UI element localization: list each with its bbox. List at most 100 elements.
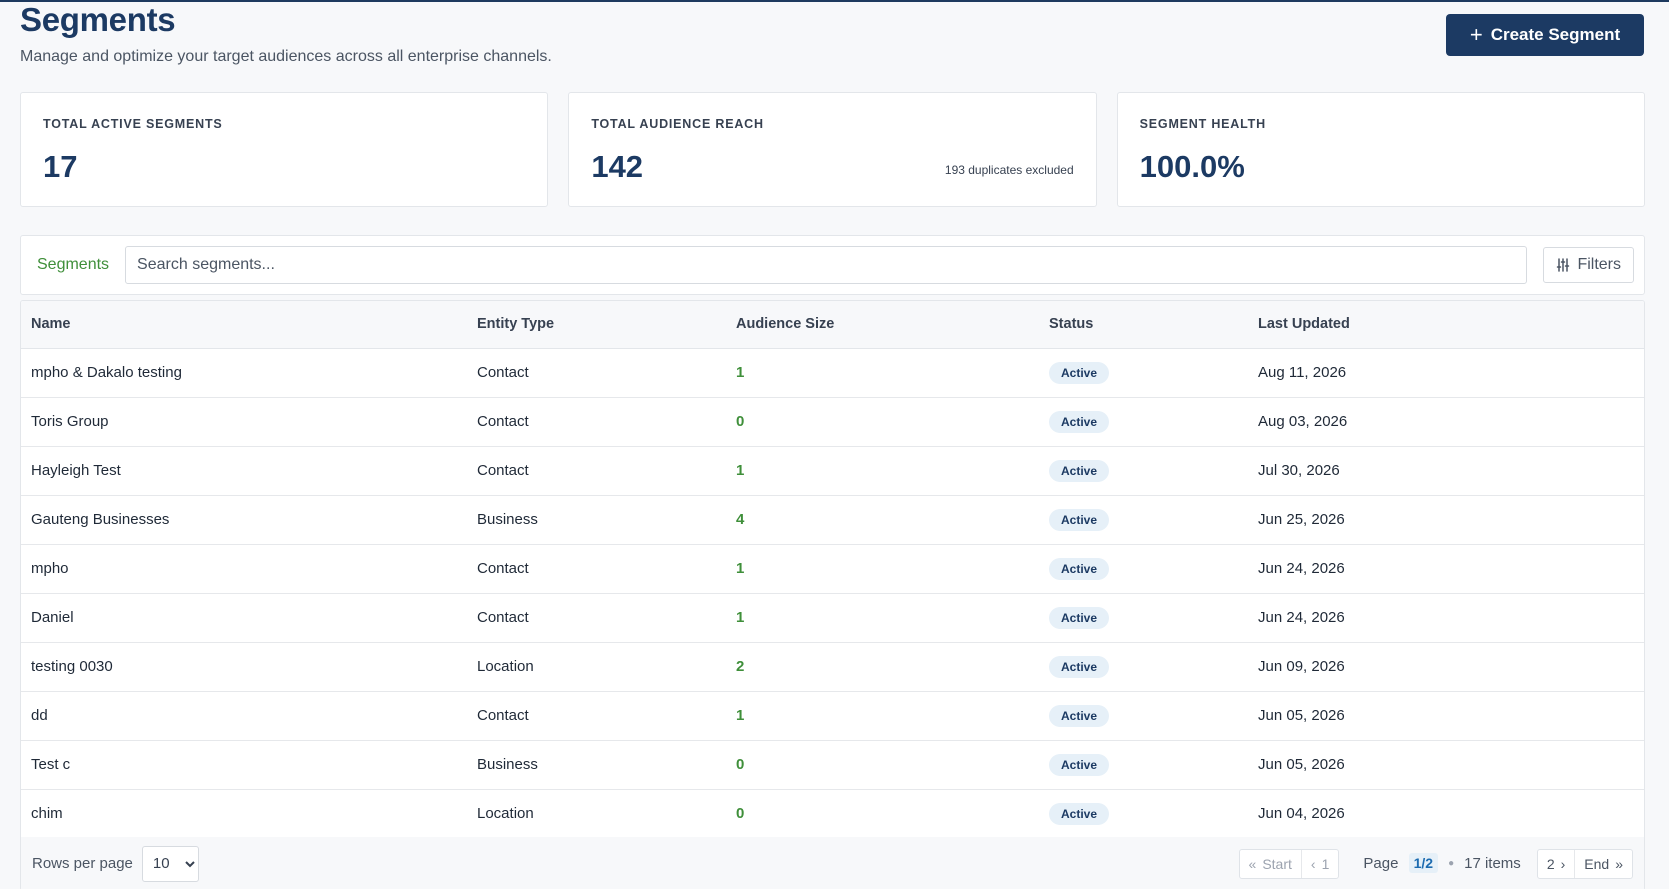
stat-label: TOTAL ACTIVE SEGMENTS <box>43 117 223 131</box>
status-badge: Active <box>1049 459 1110 482</box>
cell-name: mpho <box>21 544 467 594</box>
cell-audience-size: 1 <box>726 593 1039 643</box>
stat-card-active-segments: TOTAL ACTIVE SEGMENTS 17 <box>20 92 549 207</box>
next-page-button[interactable]: 2 › <box>1538 850 1574 878</box>
cell-name: chim <box>21 789 467 839</box>
cell-last-updated: Jun 04, 2026 <box>1248 789 1644 839</box>
column-header-last-updated[interactable]: Last Updated <box>1248 301 1644 349</box>
status-badge: Active <box>1049 508 1110 531</box>
cell-last-updated: Jun 25, 2026 <box>1248 495 1644 545</box>
status-badge: Active <box>1049 753 1110 776</box>
cell-name: Daniel <box>21 593 467 643</box>
cell-name: mpho & Dakalo testing <box>21 348 467 398</box>
rows-per-page-label: Rows per page <box>32 855 133 872</box>
cell-last-updated: Jun 09, 2026 <box>1248 642 1644 692</box>
filters-button[interactable]: Filters <box>1543 247 1634 283</box>
cell-entity-type: Contact <box>467 544 726 594</box>
cell-last-updated: Aug 11, 2026 <box>1248 348 1644 398</box>
previous-page-number: 1 <box>1321 855 1330 872</box>
cell-audience-size: 0 <box>726 789 1039 839</box>
chevron-left-icon: ‹ <box>1310 855 1316 872</box>
stat-label: SEGMENT HEALTH <box>1139 117 1266 131</box>
duplicates-note: 193 duplicates excluded <box>944 163 1074 177</box>
cell-status: Active <box>1039 495 1248 545</box>
cell-entity-type: Contact <box>467 397 726 447</box>
table-row[interactable]: chim Location 0 Active Jun 04, 2026 <box>21 789 1644 839</box>
double-chevron-left-icon: « <box>1248 855 1257 872</box>
table-header-row: Name Entity Type Audience Size Status La… <box>21 301 1644 349</box>
cell-last-updated: Jun 24, 2026 <box>1248 544 1644 594</box>
table-row[interactable]: Daniel Contact 1 Active Jun 24, 2026 <box>21 593 1644 643</box>
cell-status: Active <box>1039 642 1248 692</box>
cell-entity-type: Contact <box>467 691 726 741</box>
cell-last-updated: Jun 05, 2026 <box>1248 691 1644 741</box>
tab-segments[interactable]: Segments <box>37 256 110 273</box>
column-header-audience-size[interactable]: Audience Size <box>726 301 1039 349</box>
cell-status: Active <box>1039 446 1248 496</box>
table-toolbar: Segments Filters <box>20 235 1645 295</box>
stats-row: TOTAL ACTIVE SEGMENTS 17 TOTAL AUDIENCE … <box>20 92 1645 207</box>
search-input[interactable] <box>125 246 1528 284</box>
cell-entity-type: Contact <box>467 446 726 496</box>
table-row[interactable]: Gauteng Businesses Business 4 Active Jun… <box>21 495 1644 545</box>
column-header-entity-type[interactable]: Entity Type <box>467 301 726 349</box>
cell-status: Active <box>1039 789 1248 839</box>
table-row[interactable]: Toris Group Contact 0 Active Aug 03, 202… <box>21 397 1644 447</box>
current-page: 1/2 <box>1408 853 1439 873</box>
cell-audience-size: 1 <box>726 446 1039 496</box>
segments-table-container: Name Entity Type Audience Size Status La… <box>20 300 1645 889</box>
cell-last-updated: Jul 30, 2026 <box>1248 446 1644 496</box>
cell-last-updated: Aug 03, 2026 <box>1248 397 1644 447</box>
cell-status: Active <box>1039 691 1248 741</box>
stat-card-audience-reach: TOTAL AUDIENCE REACH 142 193 duplicates … <box>568 92 1097 207</box>
cell-audience-size: 1 <box>726 544 1039 594</box>
page-subtitle: Manage and optimize your target audience… <box>20 48 552 65</box>
plus-icon: + <box>1469 22 1483 47</box>
cell-name: Toris Group <box>21 397 467 447</box>
stat-card-segment-health: SEGMENT HEALTH 100.0% <box>1116 92 1645 207</box>
filters-label: Filters <box>1577 256 1621 273</box>
page-header: Segments Manage and optimize your target… <box>20 2 552 66</box>
start-label: Start <box>1262 855 1292 872</box>
chevron-right-icon: › <box>1560 855 1566 872</box>
pagination-back-group: « Start ‹ 1 <box>1238 848 1340 879</box>
status-badge: Active <box>1049 655 1110 678</box>
table-row[interactable]: mpho & Dakalo testing Contact 1 Active A… <box>21 348 1644 398</box>
last-page-button[interactable]: End » <box>1574 849 1632 878</box>
page-indicator: Page 1/2 <box>1363 853 1439 873</box>
status-badge: Active <box>1049 361 1110 384</box>
status-badge: Active <box>1049 557 1110 580</box>
next-page-number: 2 <box>1546 855 1555 872</box>
column-header-name[interactable]: Name <box>21 301 467 349</box>
table-row[interactable]: dd Contact 1 Active Jun 05, 2026 <box>21 691 1644 741</box>
column-header-status[interactable]: Status <box>1039 301 1248 349</box>
cell-audience-size: 0 <box>726 740 1039 790</box>
cell-entity-type: Contact <box>467 593 726 643</box>
cell-audience-size: 4 <box>726 495 1039 545</box>
cell-last-updated: Jun 24, 2026 <box>1248 593 1644 643</box>
create-segment-button[interactable]: + Create Segment <box>1446 14 1644 56</box>
table-row[interactable]: Test c Business 0 Active Jun 05, 2026 <box>21 740 1644 790</box>
table-row[interactable]: testing 0030 Location 2 Active Jun 09, 2… <box>21 642 1644 692</box>
cell-status: Active <box>1039 740 1248 790</box>
previous-page-button[interactable]: ‹ 1 <box>1300 849 1338 878</box>
cell-audience-size: 1 <box>726 348 1039 398</box>
status-badge: Active <box>1049 802 1110 825</box>
cell-last-updated: Jun 05, 2026 <box>1248 740 1644 790</box>
table-row[interactable]: Hayleigh Test Contact 1 Active Jul 30, 2… <box>21 446 1644 496</box>
stat-value: 17 <box>43 149 78 184</box>
page-label: Page <box>1363 855 1399 872</box>
stat-value: 100.0% <box>1139 149 1245 184</box>
cell-audience-size: 1 <box>726 691 1039 741</box>
table-row[interactable]: mpho Contact 1 Active Jun 24, 2026 <box>21 544 1644 594</box>
rows-per-page-select[interactable]: 10 <box>141 845 199 882</box>
end-label: End <box>1584 855 1610 872</box>
cell-entity-type: Business <box>467 495 726 545</box>
separator-dot: ● <box>1448 858 1455 869</box>
first-page-button[interactable]: « Start <box>1240 850 1301 878</box>
cell-entity-type: Location <box>467 642 726 692</box>
cell-audience-size: 2 <box>726 642 1039 692</box>
cell-status: Active <box>1039 348 1248 398</box>
page-title: Segments <box>20 1 176 38</box>
